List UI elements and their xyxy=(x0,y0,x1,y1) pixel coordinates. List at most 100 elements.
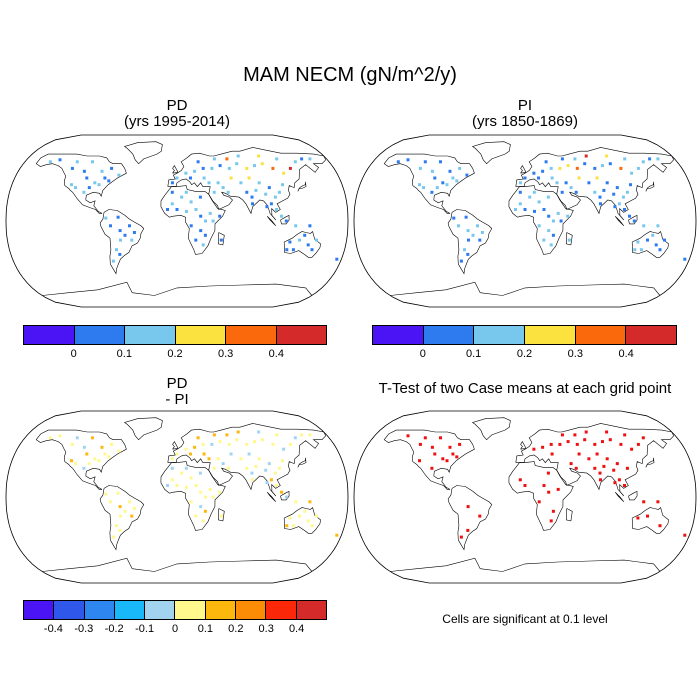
map-pd-grid-cell xyxy=(189,224,193,228)
map-diff-grid-cell xyxy=(189,452,192,456)
map-pd-grid-cell xyxy=(247,176,251,180)
map-pd-grid-cell xyxy=(123,233,127,237)
map-pi-grid-cell xyxy=(648,157,652,161)
map-pd-frame xyxy=(5,134,349,308)
map-diff-grid-cell xyxy=(180,471,184,475)
map-diff-grid-cell xyxy=(219,514,223,518)
map-pi-grid-cell xyxy=(558,166,562,170)
panel-title-pd-years: (yrs 1995-2014) xyxy=(124,113,230,130)
map-pi-grid-cell xyxy=(441,181,445,185)
map-ttest-grid-cell xyxy=(569,462,573,466)
map-pi-grid-cell xyxy=(465,173,469,177)
map-diff-grid-cell xyxy=(298,514,301,518)
colorbar-pi-swatch xyxy=(423,326,475,344)
map-pi-grid-cell xyxy=(523,208,527,211)
map-diff-grid-cell xyxy=(189,476,193,480)
map-pd-grid-cell xyxy=(226,190,230,194)
map-pi-grid-cell xyxy=(532,171,536,175)
map-ttest-grid-cell xyxy=(566,440,570,444)
map-pi-grid-cell xyxy=(430,190,434,194)
map-diff-grid-cell xyxy=(306,519,310,523)
map-pi-grid-cell xyxy=(480,231,484,234)
map-diff-grid-cell xyxy=(257,457,261,461)
map-pd-grid-cell xyxy=(269,202,273,206)
map-diff-grid-cell xyxy=(218,490,222,494)
panel-title-diff-name: PD xyxy=(166,375,188,392)
colorbar-pd-tick-label: 0 xyxy=(70,348,77,360)
map-pd-grid-cell xyxy=(58,158,62,162)
map-pi-coastline xyxy=(645,181,655,192)
map-ttest-grid-cell xyxy=(613,481,617,485)
map-diff-grid-cell xyxy=(254,464,258,468)
map-diff-grid-cell xyxy=(100,445,104,449)
map-diff-grid-cell xyxy=(277,466,281,470)
map-ttest-grid-cell xyxy=(658,524,662,528)
map-pi-grid-cell xyxy=(537,200,541,204)
map-pi-grid-cell xyxy=(466,252,470,256)
map-pi-grid-cell xyxy=(566,214,570,218)
map-pd-coastline xyxy=(217,232,225,246)
map-pi-grid-cell xyxy=(537,176,540,180)
map-diff-coastline xyxy=(172,441,179,450)
map-pi-grid-cell xyxy=(550,176,554,180)
map-pd-grid-cell xyxy=(82,190,86,194)
map-diff-grid-cell xyxy=(245,442,249,446)
map-pd-grid-cell xyxy=(310,248,314,252)
map-pi-grid-cell xyxy=(406,158,410,162)
map-diff-grid-cell xyxy=(103,452,107,456)
map-pd-grid-cell xyxy=(87,186,91,190)
map-ttest-grid-cell xyxy=(418,442,422,446)
map-ttest-grid-cell xyxy=(550,452,554,456)
map-pd-grid-cell xyxy=(103,176,107,180)
map-pd-grid-cell xyxy=(275,208,278,211)
map-pi-coastline xyxy=(515,147,675,221)
map-pd-grid-cell xyxy=(180,195,184,199)
map-diff-grid-cell xyxy=(335,533,339,537)
colorbar-diff-tick-label: -0.3 xyxy=(74,623,94,635)
map-pi-grid-cell xyxy=(577,176,581,180)
map-pd-grid-cell xyxy=(111,259,115,263)
map-pd-coastline xyxy=(99,209,145,275)
map-diff-grid-cell xyxy=(212,466,216,470)
colorbar-diff-swatch xyxy=(205,601,237,619)
panel-title-ttest: T-Test of two Case means at each grid po… xyxy=(378,380,672,397)
map-pi-grid-cell xyxy=(452,216,456,220)
map-pd-grid-cell xyxy=(211,219,215,223)
map-diff-grid-cell xyxy=(116,491,120,495)
map-diff-grid-cell xyxy=(204,495,207,499)
map-pd-grid-cell xyxy=(170,190,174,194)
map-pd-grid-cell xyxy=(204,219,207,223)
map-pi-grid-cell xyxy=(547,214,551,218)
map-pi-grid-cell xyxy=(629,183,632,187)
map-pi-grid-cell xyxy=(574,190,578,194)
map-ttest-grid-cell xyxy=(605,430,609,434)
map-diff-grid-cell xyxy=(260,438,264,442)
map-pd-grid-cell xyxy=(236,154,240,158)
map-ttest-grid-cell xyxy=(619,442,623,446)
map-pd-grid-cell xyxy=(118,229,122,233)
map-ttest-grid-cell xyxy=(549,519,553,523)
map-diff-grid-cell xyxy=(247,452,251,456)
map-pi-grid-cell xyxy=(617,202,621,206)
map-ttest-grid-cell xyxy=(466,528,470,532)
map-diff-grid-cell xyxy=(264,468,268,472)
map-pd-grid-cell xyxy=(293,160,297,164)
colorbar-diff xyxy=(23,600,327,620)
map-pi-grid-cell xyxy=(552,219,555,223)
colorbar-pi-tick-label: 0.1 xyxy=(466,348,482,360)
map-pi-grid-cell xyxy=(630,171,634,175)
panel-title-diff: PD - PI xyxy=(27,376,327,408)
map-diff-grid-cell xyxy=(175,484,179,487)
map-pi-grid-cell xyxy=(598,195,602,199)
map-ttest-coastline xyxy=(520,441,527,450)
map-pi-grid-cell xyxy=(560,190,564,194)
map-pd-coastline xyxy=(123,141,163,165)
map-pd-grid-cell xyxy=(245,190,249,194)
map-diff-grid-cell xyxy=(291,524,295,528)
map-diff-grid-cell xyxy=(184,447,188,451)
map-diff-coastline xyxy=(42,557,313,572)
map-ttest-grid-cell xyxy=(642,500,646,504)
map-pd-grid-cell xyxy=(264,192,268,196)
map-ttest-grid-cell xyxy=(423,436,427,440)
colorbar-pi-swatch xyxy=(474,326,526,344)
